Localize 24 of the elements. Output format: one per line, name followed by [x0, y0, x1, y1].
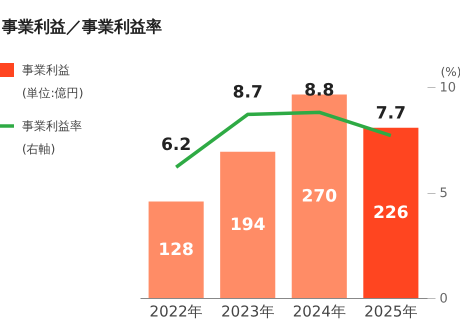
data-label: 128	[158, 240, 194, 260]
data-label: 194	[230, 214, 266, 235]
data-label: 226	[373, 202, 409, 223]
y2-tick-label: 0	[440, 292, 448, 306]
y2-tick-label: 10	[440, 80, 456, 96]
data-label: 270	[302, 186, 338, 206]
bar	[363, 128, 418, 298]
text: (右軸)	[22, 142, 56, 156]
data-label: 7.7	[376, 104, 406, 124]
legend-label: 事業利益率	[22, 119, 82, 133]
data-label: 6.2	[161, 135, 192, 156]
bar	[292, 94, 347, 298]
y2-axis-title: (%)	[440, 65, 460, 79]
bar	[148, 202, 204, 298]
x-tick-label: 2022年	[150, 302, 203, 320]
y2-tick-label: 5	[440, 186, 448, 201]
x-tick-label: 2023年	[221, 302, 274, 320]
x-tick-label: 2024年	[292, 302, 346, 320]
legend-label: 事業利益	[22, 63, 70, 77]
data-label: 8.7	[232, 82, 263, 102]
bar	[220, 152, 276, 298]
chart-title: 事業利益／事業利益率	[1, 17, 162, 36]
text: (単位:億円)	[22, 86, 84, 100]
x-tick-label: 2025年	[364, 302, 418, 320]
